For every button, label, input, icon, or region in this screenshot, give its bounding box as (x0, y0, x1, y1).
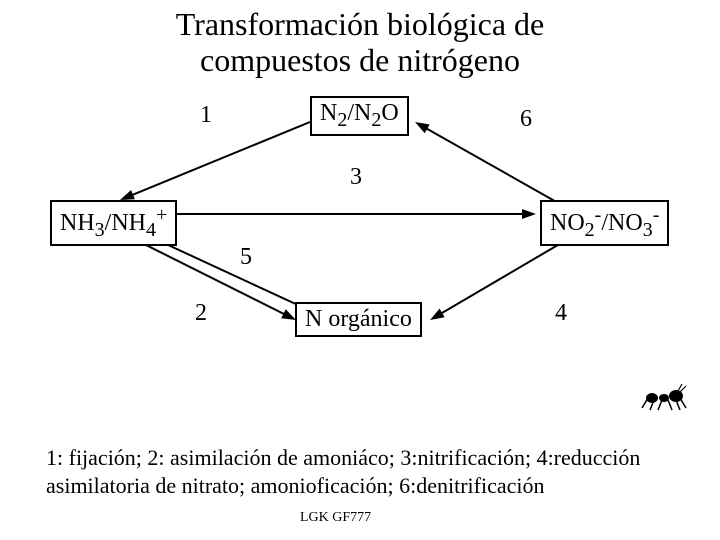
title-line-1: Transformación biológica de (0, 6, 720, 43)
edge-label-2: 2 (195, 300, 207, 327)
edge-label-3: 3 (350, 164, 362, 191)
node-n2-n2o: N2/N2O (310, 96, 409, 136)
legend-text: 1: fijación; 2: asimilación de amoniáco;… (46, 444, 666, 499)
title-line-2: compuestos de nitrógeno (0, 42, 720, 79)
edge-label-6: 6 (520, 106, 532, 133)
edge-label-4: 4 (555, 300, 567, 327)
edge-label-5: 5 (240, 244, 252, 271)
node-no2-no3: NO2-/NO3- (540, 200, 669, 246)
node-n-organico: N orgánico (295, 302, 422, 337)
credit-text: LGK GF777 (300, 510, 371, 526)
ant-icon (640, 380, 688, 417)
edge-label-1: 1 (200, 102, 212, 129)
node-nh3-nh4: NH3/NH4+ (50, 200, 177, 246)
